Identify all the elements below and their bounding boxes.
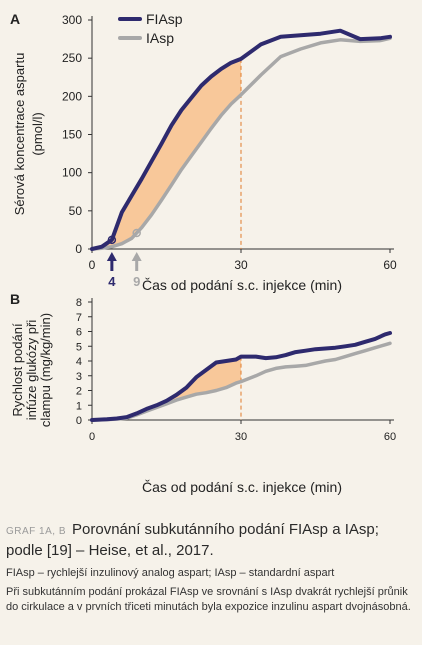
caption-title: Porovnání subkutánního podání FIAsp a IA… — [6, 521, 379, 559]
y-tick-label: 50 — [69, 204, 83, 218]
exposure-difference-area — [92, 58, 241, 250]
y-tick-label: 2 — [76, 386, 82, 398]
onset-point — [107, 235, 117, 245]
y-tick-label: 1 — [76, 400, 82, 412]
x-tick-label: 60 — [383, 258, 397, 272]
caption-note: Při subkutánním podání prokázal FIAsp ve… — [6, 586, 411, 613]
y-tick-label: 7 — [76, 312, 82, 324]
y-tick-label: 8 — [76, 297, 82, 309]
y-tick-label: 250 — [62, 51, 82, 65]
series-line-iasp — [90, 36, 392, 251]
caption-subtitle: FIAsp – rychlejší inzulinový analog aspa… — [6, 567, 335, 579]
onset-label: 9 — [133, 274, 140, 289]
series-line-fiasp — [90, 28, 392, 251]
y-tick-label: 5 — [76, 341, 82, 353]
panel-letter: B — [10, 291, 20, 307]
series-line-fiasp — [90, 331, 392, 422]
y-tick-label: 200 — [62, 89, 82, 103]
x-tick-label: 30 — [234, 258, 248, 272]
onset-arrow-head — [131, 252, 142, 261]
legend-label: IAsp — [146, 30, 174, 46]
y-axis-label-line: clampu (mg/kg/min) — [38, 313, 53, 427]
y-axis-label-line: Sérová koncentrace aspartu — [12, 53, 27, 216]
caption-title-line: GRAF 1A, B Porovnání subkutánního podání … — [6, 520, 416, 560]
y-tick-label: 150 — [62, 128, 82, 142]
series-line-iasp — [90, 341, 392, 422]
y-tick-label: 6 — [76, 327, 82, 339]
figure-caption: GRAF 1A, B Porovnání subkutánního podání … — [6, 520, 416, 615]
y-axis-label-line: infúze glukózy při — [24, 320, 39, 421]
x-tick-label: 0 — [89, 431, 95, 443]
y-tick-label: 3 — [76, 371, 82, 383]
legend-label: FIAsp — [146, 11, 183, 27]
x-tick-label: 0 — [89, 258, 96, 272]
y-tick-label: 300 — [62, 13, 82, 27]
onset-point — [132, 228, 141, 238]
onset-arrow-head — [106, 252, 117, 261]
x-tick-label: 60 — [384, 431, 396, 443]
x-axis-label: Čas od podání s.c. injekce (min) — [142, 479, 342, 495]
caption-tag: GRAF 1A, B — [6, 526, 67, 537]
y-tick-label: 0 — [76, 415, 82, 427]
y-tick-label: 4 — [76, 356, 82, 368]
y-axis-label-line: (pmol/l) — [30, 112, 45, 155]
y-tick-label: 100 — [62, 166, 82, 180]
x-tick-label: 30 — [235, 431, 247, 443]
y-axis-label-line: Rychlost podání — [10, 323, 25, 417]
panel-letter: A — [10, 11, 20, 27]
x-axis-label: Čas od podání s.c. injekce (min) — [142, 277, 342, 293]
onset-label: 4 — [108, 274, 116, 289]
y-tick-label: 0 — [75, 242, 82, 256]
